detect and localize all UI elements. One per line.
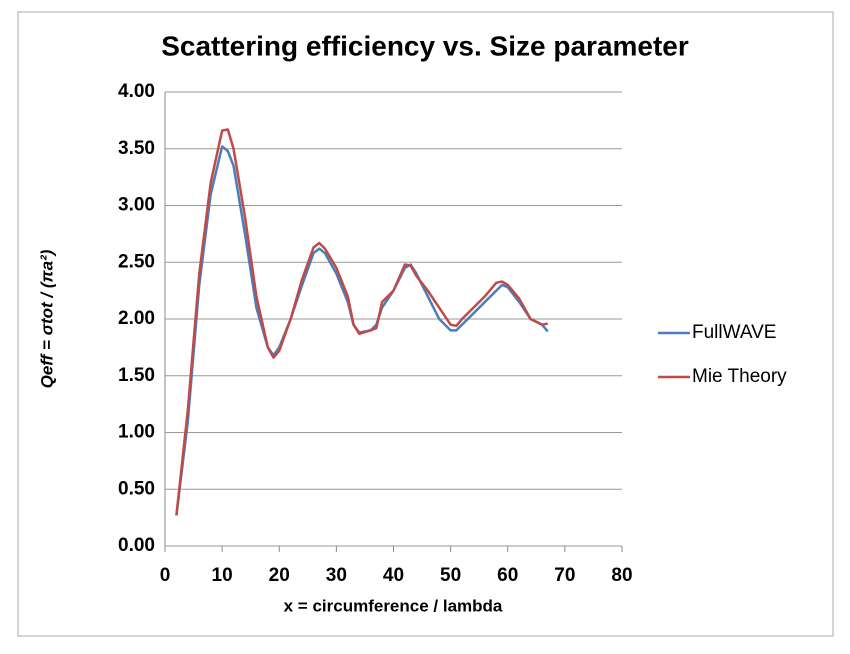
- y-tick-label: 1.00: [118, 422, 155, 443]
- legend-label: FullWAVE: [692, 322, 776, 343]
- x-tick-label: 30: [326, 565, 347, 586]
- y-axis-title: Qeff = σtot / (πa²): [37, 249, 56, 388]
- y-tick-label: 0.50: [118, 478, 155, 499]
- legend-label: Mie Theory: [692, 366, 787, 387]
- x-tick-label: 50: [440, 565, 461, 586]
- y-tick-label: 3.50: [118, 138, 155, 159]
- y-tick-label: 4.00: [118, 81, 155, 102]
- x-axis-title: x = circumference / lambda: [284, 596, 503, 615]
- x-tick-label: 0: [160, 565, 171, 586]
- x-tick-label: 20: [269, 565, 290, 586]
- y-tick-label: 0.00: [118, 535, 155, 556]
- x-tick-label: 70: [554, 565, 575, 586]
- y-tick-label: 3.00: [118, 195, 155, 216]
- x-tick-label: 60: [497, 565, 518, 586]
- series-line: [175, 128, 548, 516]
- x-tick-label: 10: [212, 565, 233, 586]
- y-tick-label: 1.50: [118, 365, 155, 386]
- x-tick-label: 40: [383, 565, 404, 586]
- y-tick-label: 2.50: [118, 251, 155, 272]
- y-tick-label: 2.00: [118, 308, 155, 329]
- chart-title: Scattering efficiency vs. Size parameter: [161, 30, 689, 61]
- x-tick-label: 80: [611, 565, 632, 586]
- chart-border: [17, 11, 834, 637]
